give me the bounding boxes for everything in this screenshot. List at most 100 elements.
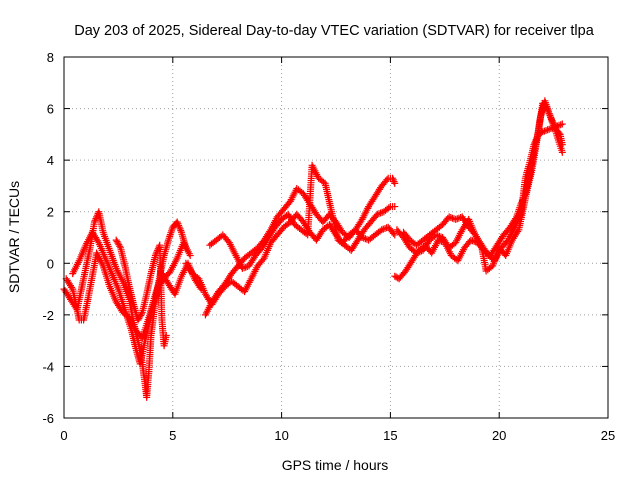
data-point (391, 179, 399, 187)
data-point-segment (482, 263, 495, 275)
x-axis-label: GPS time / hours (282, 457, 389, 473)
y-tick-label: 8 (47, 50, 54, 65)
data-point-segment (371, 184, 385, 200)
data-point-segment (108, 270, 122, 291)
data-point-segment (117, 244, 128, 268)
data-point-segment (69, 285, 83, 322)
data-point-segment (114, 285, 128, 312)
data-point-segment (428, 238, 441, 257)
data-point-segment (273, 207, 286, 221)
series-track-1 (60, 208, 190, 401)
data-point-segment (138, 316, 152, 342)
data-point-segment (119, 308, 132, 320)
y-tick-label: 4 (47, 153, 54, 168)
data-point-segment (465, 215, 478, 237)
data-point-segment (273, 225, 286, 239)
data-point (558, 120, 566, 128)
data-point-segment (395, 269, 408, 283)
data-point-segment (365, 194, 378, 211)
data-point-segment (119, 277, 133, 301)
data-point-segment (271, 217, 284, 231)
y-tick-label: -6 (42, 411, 54, 426)
data-point-segment (358, 204, 372, 223)
data-point-segment (419, 232, 432, 244)
data-point-segment (121, 262, 133, 288)
data-point-segment (367, 212, 380, 226)
data-point-segment (378, 176, 391, 190)
y-tick-label: 0 (47, 256, 54, 271)
data-point-segment (384, 223, 397, 237)
data-point-segment (80, 246, 94, 283)
data-point-segment (502, 238, 515, 259)
data-point-segment (69, 259, 82, 278)
data-point-segment (445, 240, 458, 252)
data-point-segment (400, 228, 413, 242)
data-point-segment (265, 225, 278, 241)
data-point-segment (386, 203, 397, 211)
x-tick-label: 25 (601, 428, 615, 443)
data-point-segment (195, 275, 209, 296)
data-point-segment (112, 264, 126, 283)
data-point-segment (312, 228, 326, 244)
data-point-segment (225, 239, 239, 258)
data-point-segment (291, 221, 304, 232)
series-track-6 (206, 161, 399, 272)
data-point-segment (360, 220, 373, 234)
data-point-segment (541, 97, 553, 116)
data-point-segment (439, 214, 452, 229)
data-point-segment (84, 274, 96, 303)
data-point-segment (99, 262, 113, 288)
data-point-segment (125, 295, 137, 324)
data-point-segment (247, 245, 260, 257)
data-point-segment (389, 174, 398, 186)
data-point-segment (88, 228, 102, 245)
data-point-segment (339, 233, 352, 247)
chart-title: Day 203 of 2025, Sidereal Day-to-day VTE… (74, 23, 594, 39)
data-point-segment (101, 254, 115, 276)
data-point-segment (254, 238, 267, 252)
data-point-segment (75, 243, 89, 265)
data-point-segment (478, 244, 490, 273)
series-track-4 (112, 236, 170, 350)
data-point-segment (528, 143, 540, 174)
data-point-segment (208, 292, 221, 308)
data-point-segment (413, 237, 425, 249)
data-point-segment (180, 239, 193, 258)
data-point-segment (160, 334, 170, 350)
data-point-segment (293, 185, 306, 196)
x-tick-label: 20 (492, 428, 506, 443)
y-tick-label: -4 (42, 359, 54, 374)
data-point-segment (260, 228, 274, 244)
data-point-segment (241, 277, 254, 296)
y-tick-label: 6 (47, 102, 54, 117)
data-point-segment (545, 110, 559, 134)
data-point-segment (188, 270, 201, 281)
data-point-segment (519, 187, 531, 213)
data-point-segment (182, 259, 195, 276)
data-point-segment (99, 228, 113, 252)
x-tick-label: 0 (60, 428, 67, 443)
data-point-segment (326, 221, 339, 237)
data-point-segment (419, 238, 432, 254)
plot-area-border (63, 56, 609, 419)
data-point-segment (143, 272, 155, 298)
data-point (186, 252, 194, 260)
y-axis-label: SDTVAR / TECUs (6, 181, 22, 293)
data-point-segment (521, 161, 533, 182)
data-point-segment (471, 231, 485, 250)
data-point-segment (391, 272, 402, 282)
data-point-segment (106, 246, 119, 270)
series-track-5 (201, 174, 399, 319)
data-point-segment (260, 241, 274, 262)
data-point-segment (500, 225, 513, 239)
data-point-segment (252, 245, 265, 259)
data-point-segment (371, 227, 384, 239)
data-point-segment (380, 204, 393, 216)
data-point-segment (191, 275, 204, 291)
data-point (391, 203, 399, 211)
data-point-segment (112, 236, 124, 250)
data-point-segment (299, 218, 313, 235)
data-point-segment (156, 241, 166, 322)
data-point-segment (93, 249, 106, 268)
